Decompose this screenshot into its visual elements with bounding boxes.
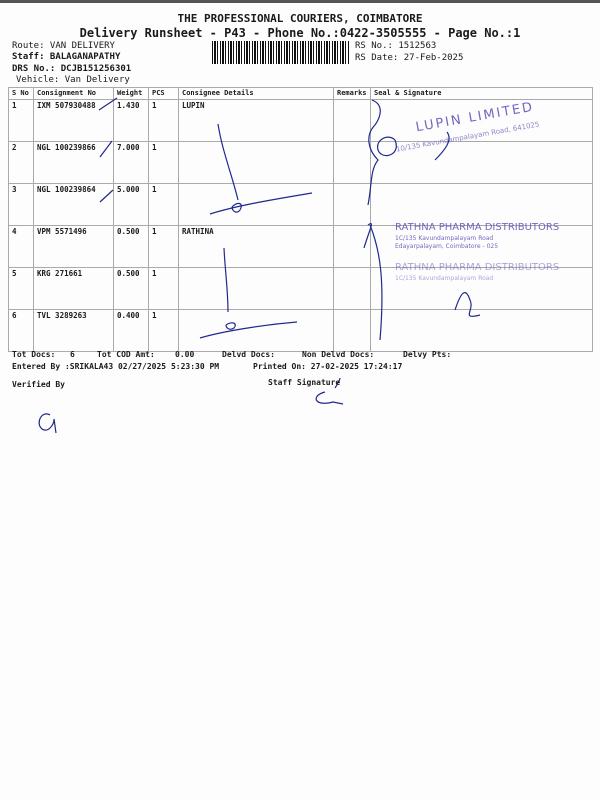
rathna-stamp-2: RATHNA PHARMA DISTRIBUTORS — [395, 262, 560, 273]
table-row: 1 IXM 507930488 1.430 1 LUPIN — [8, 99, 593, 142]
rathna-stamp-2-address: 1C/135 Kavundampalayam Road — [395, 275, 494, 282]
cell-consignment: TVL 3289263 — [33, 309, 114, 352]
table-row: 4 VPM 5571496 0.500 1 RATHINA — [8, 225, 593, 268]
barcode — [212, 41, 350, 64]
rathna-stamp-address: 1C/135 Kavundampalayam Road — [395, 235, 494, 242]
cell-weight: 0.500 — [113, 225, 149, 268]
scan-edge — [0, 0, 600, 3]
runsheet-subtitle: Delivery Runsheet - P43 - Phone No.:0422… — [79, 26, 521, 40]
cell-consignee: RATHINA — [178, 225, 334, 268]
delvd-docs: Delvd Docs: — [222, 350, 275, 359]
cell-seal-signature — [370, 309, 593, 352]
cell-pcs: 1 — [148, 309, 179, 352]
rs-no: RS No.: 1512563 — [355, 41, 437, 51]
cell-remarks — [333, 141, 371, 184]
tot-docs: 6 — [70, 350, 75, 359]
route: Route: VAN DELIVERY — [12, 41, 115, 51]
table-row: 3 NGL 100239864 5.000 1 — [8, 183, 593, 226]
staff-signature-label: Staff Signature — [268, 378, 341, 387]
cell-consignment: IXM 507930488 — [33, 99, 114, 142]
table-row: 6 TVL 3289263 0.400 1 — [8, 309, 593, 352]
cell-consignee: LUPIN — [178, 99, 334, 142]
verified-by-label: Verified By — [12, 380, 65, 389]
tot-docs-label: Tot Docs: — [12, 350, 56, 359]
cell-remarks — [333, 183, 371, 226]
company-title: THE PROFESSIONAL COURIERS, COIMBATORE — [177, 12, 423, 25]
cell-consignee — [178, 183, 334, 226]
rathna-stamp: RATHNA PHARMA DISTRIBUTORS — [395, 222, 560, 233]
rs-date: RS Date: 27-Feb-2025 — [355, 53, 464, 63]
non-delvd-docs: Non Delvd Docs: — [302, 350, 375, 359]
cell-consignee — [178, 141, 334, 184]
vehicle: Vehicle: Van Delivery — [16, 75, 130, 85]
entered-by: Entered By :SRIKALA43 02/27/2025 5:23:30… — [12, 362, 220, 371]
staff: Staff: BALAGANAPATHY — [12, 52, 121, 62]
rathna-stamp-address2: Edayarpalayam, Coimbatore - 025 — [395, 243, 499, 250]
delvy-pts: Delvy Pts: — [403, 350, 452, 359]
table-row: 2 NGL 100239866 7.000 1 — [8, 141, 593, 184]
drs-no: DRS No.: DCJB151256301 — [12, 64, 132, 74]
cell-consignment: NGL 100239864 — [33, 183, 114, 226]
tot-cod: 0.00 — [175, 350, 195, 359]
cell-remarks — [333, 99, 371, 142]
printed-on: Printed On: 27-02-2025 17:24:17 — [253, 362, 403, 371]
cell-consignee — [178, 309, 334, 352]
tot-cod-label: Tot COD Amt: — [97, 350, 155, 359]
consignment-table: S No Consignment No Weight PCS Consignee Det… — [8, 87, 593, 352]
